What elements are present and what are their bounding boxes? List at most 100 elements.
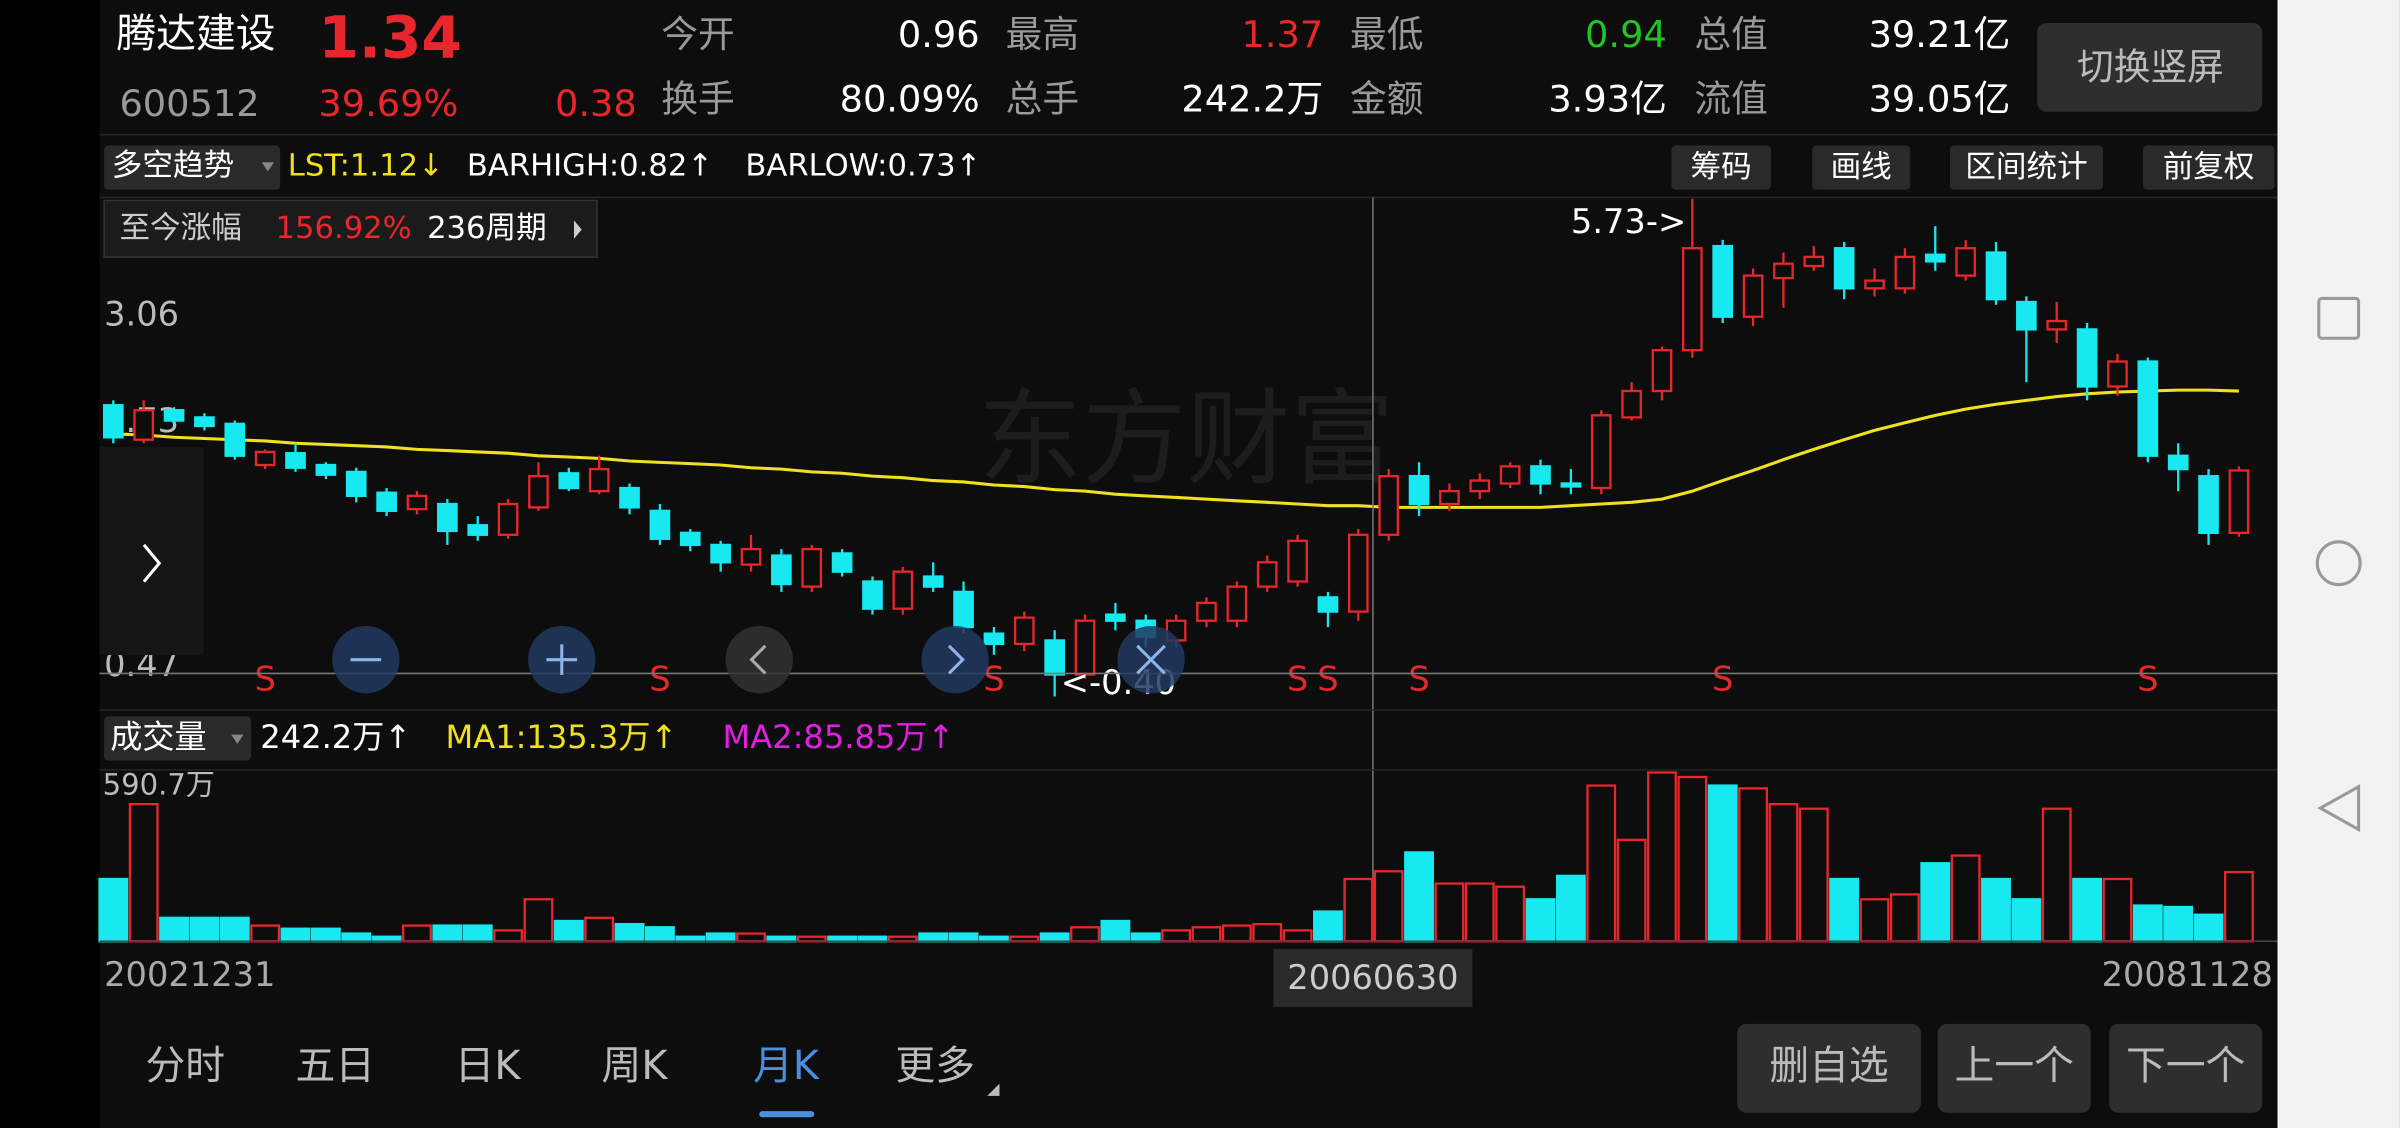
volume-select[interactable] xyxy=(104,716,252,761)
stat-value: 1.37 xyxy=(1241,13,1323,56)
candle-body xyxy=(1499,465,1521,485)
candle-body xyxy=(467,524,489,536)
candle-body xyxy=(1682,247,1703,352)
candle-body xyxy=(2198,475,2219,534)
price: 1.34 xyxy=(318,3,462,71)
nav-recent[interactable] xyxy=(2317,296,2361,340)
candle-body xyxy=(1439,489,1460,506)
candle-body xyxy=(437,502,458,533)
candle-body xyxy=(254,450,276,467)
candle-body xyxy=(2107,360,2128,388)
range-value: 156.92% xyxy=(276,211,412,246)
scroll-right[interactable] xyxy=(921,625,989,694)
nav-home[interactable] xyxy=(2315,540,2362,587)
candle-body xyxy=(892,570,914,610)
candle-body xyxy=(2046,319,2068,331)
candle-body xyxy=(2167,454,2189,471)
stat-label: 总手 xyxy=(1006,78,1079,121)
action-buttons: 删自选 上一个 下一个 xyxy=(1737,1023,2263,1113)
tab[interactable]: 月K xyxy=(753,1043,820,1089)
candle-body xyxy=(1924,253,1946,263)
candle-body xyxy=(1256,561,1278,588)
candle-body xyxy=(1044,639,1065,676)
barlow-value: BARLOW:0.73↑ xyxy=(745,148,981,183)
candle-body xyxy=(922,575,944,588)
tab-underline xyxy=(759,1111,815,1118)
dropdown-arrow xyxy=(231,734,244,744)
candle-body xyxy=(1347,533,1369,613)
tool-button-label: 前复权 xyxy=(2163,150,2255,185)
action-button[interactable] xyxy=(1737,1023,1921,1113)
action-button[interactable] xyxy=(2109,1023,2263,1113)
volume-bar xyxy=(1555,874,1586,943)
date-cursor: 20060630 xyxy=(1287,958,1458,997)
tool-button[interactable] xyxy=(1949,145,2104,190)
scroll-left[interactable] xyxy=(725,625,793,694)
candle-body xyxy=(194,416,215,428)
tab[interactable]: 周K xyxy=(602,1043,669,1089)
volume-bar xyxy=(553,919,584,943)
candle-body xyxy=(2016,300,2037,331)
candle-body xyxy=(1196,601,1217,622)
nav-back[interactable] xyxy=(2317,784,2361,833)
tool-button[interactable] xyxy=(2142,145,2275,190)
tab[interactable]: 五日 xyxy=(295,1043,375,1089)
candle-body xyxy=(740,547,762,566)
stat-value: 39.21亿 xyxy=(1869,13,2011,56)
stat-value: 0.96 xyxy=(898,13,980,56)
volume-bar xyxy=(1100,919,1131,943)
candle-body xyxy=(497,502,519,536)
volume-tick-label: 590.7万 xyxy=(103,767,215,801)
ma1-value: MA1:135.3万↑ xyxy=(445,718,677,756)
action-button[interactable] xyxy=(1937,1023,2091,1113)
candle-body xyxy=(983,632,1005,646)
period-tabs: 分时 五日 日K 周K 月K 更多 xyxy=(145,1043,1000,1118)
signal: S xyxy=(1287,660,1308,699)
orientation-button[interactable] xyxy=(2037,22,2263,112)
candle-body xyxy=(1013,616,1035,646)
range-info[interactable] xyxy=(103,199,598,258)
tab[interactable]: 分时 xyxy=(145,1043,225,1089)
tab[interactable]: 更多 xyxy=(895,1043,975,1089)
tool-button[interactable] xyxy=(1671,145,1771,190)
indicator-select[interactable] xyxy=(104,145,281,190)
candle-body xyxy=(1074,619,1096,676)
volume-bar xyxy=(219,916,250,943)
y-tick-label: 3.06 xyxy=(104,295,179,334)
signal: S xyxy=(2137,660,2158,699)
stat-value: 3.93亿 xyxy=(1548,78,1666,121)
stat-label: 最低 xyxy=(1350,13,1423,56)
stat-value: 0.94 xyxy=(1585,13,1667,56)
icon xyxy=(947,644,965,675)
candle-body xyxy=(1985,251,2007,301)
tool-buttons: 筹码 画线 区间统计 前复权 xyxy=(1671,145,2275,190)
stat-label: 金额 xyxy=(1350,78,1423,121)
volume-bar xyxy=(159,916,189,943)
candle-body xyxy=(1105,613,1126,622)
candle-body xyxy=(406,494,428,511)
candle-body xyxy=(1560,482,1582,488)
candle-body xyxy=(1955,247,1976,277)
action-label: 下一个 xyxy=(2126,1043,2245,1089)
indicator-name: 多空趋势 xyxy=(112,148,234,183)
stat-label: 最高 xyxy=(1006,13,1079,56)
candle-body xyxy=(619,486,640,509)
watermark: 东方财富 xyxy=(978,378,1394,500)
side-toggle[interactable] xyxy=(99,446,204,656)
volume-bar xyxy=(1981,877,2011,943)
volume-bar xyxy=(2132,904,2163,943)
candle-body xyxy=(2228,469,2250,534)
range-arrow xyxy=(574,220,582,239)
candle-body xyxy=(163,409,185,422)
tool-button[interactable] xyxy=(1812,145,1911,190)
volume-bar xyxy=(1313,910,1343,943)
tab[interactable]: 日K xyxy=(455,1043,522,1089)
signal: S xyxy=(1408,660,1429,699)
volume-bar xyxy=(341,932,372,943)
signal: S xyxy=(1317,660,1338,699)
candle-body xyxy=(1530,465,1551,485)
candle-body xyxy=(2076,328,2098,388)
volume-bar xyxy=(310,927,341,943)
